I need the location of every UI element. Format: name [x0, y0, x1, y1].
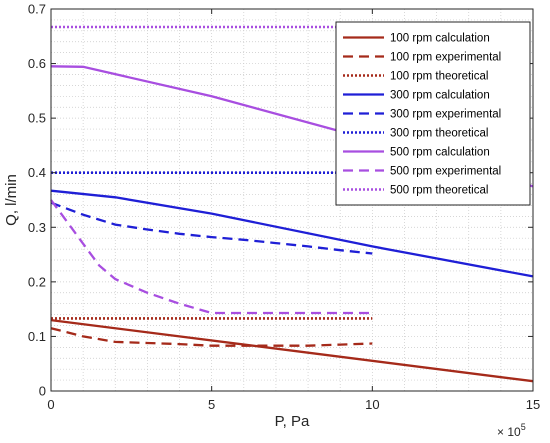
- legend-label: 100 rpm experimental: [390, 52, 501, 64]
- x-tick-label: 0: [47, 397, 54, 412]
- y-tick-label: 0.2: [28, 274, 46, 289]
- x-axis-label: P, Pa: [275, 413, 310, 430]
- legend: 100 rpm calculation 100 rpm experimental 1…: [335, 21, 531, 206]
- x-axis-exponent-base: × 10: [497, 425, 521, 439]
- y-tick-label: 0: [39, 384, 46, 399]
- y-tick-label: 0.3: [28, 220, 46, 235]
- x-axis-exponent-power: 5: [521, 422, 526, 432]
- legend-label: 500 rpm experimental: [390, 166, 501, 178]
- x-axis-exponent: × 105: [497, 422, 526, 439]
- legend-label: 500 rpm theoretical: [390, 185, 488, 197]
- x-tick-label: 10: [365, 397, 379, 412]
- legend-label: 500 rpm calculation: [390, 147, 490, 159]
- series-line: [50, 201, 373, 255]
- y-tick-label: 0.4: [28, 165, 46, 180]
- x-tick-label: 15: [526, 397, 540, 412]
- plot-frame: [50, 8, 534, 392]
- series-line: [50, 327, 373, 347]
- series-line: [50, 189, 534, 278]
- y-tick-label: 0.7: [28, 2, 46, 17]
- legend-label: 300 rpm experimental: [390, 109, 501, 121]
- y-tick-label: 0.6: [28, 56, 46, 71]
- series-line: [50, 318, 534, 383]
- legend-label: 300 rpm theoretical: [390, 128, 488, 140]
- legend-label: 100 rpm theoretical: [390, 71, 488, 83]
- axis-ticks: 0 5 10 15 0 0.1 0.2 0.3 0.4 0.5 0.6 0.7: [28, 2, 540, 413]
- x-tick-label: 5: [208, 397, 215, 412]
- legend-label: 300 rpm calculation: [390, 90, 490, 102]
- y-axis-label: Q, l/min: [3, 174, 20, 226]
- y-tick-label: 0.1: [28, 329, 46, 344]
- y-tick-label: 0.5: [28, 111, 46, 126]
- legend-label: 100 rpm calculation: [390, 33, 490, 45]
- series-line: [50, 199, 373, 315]
